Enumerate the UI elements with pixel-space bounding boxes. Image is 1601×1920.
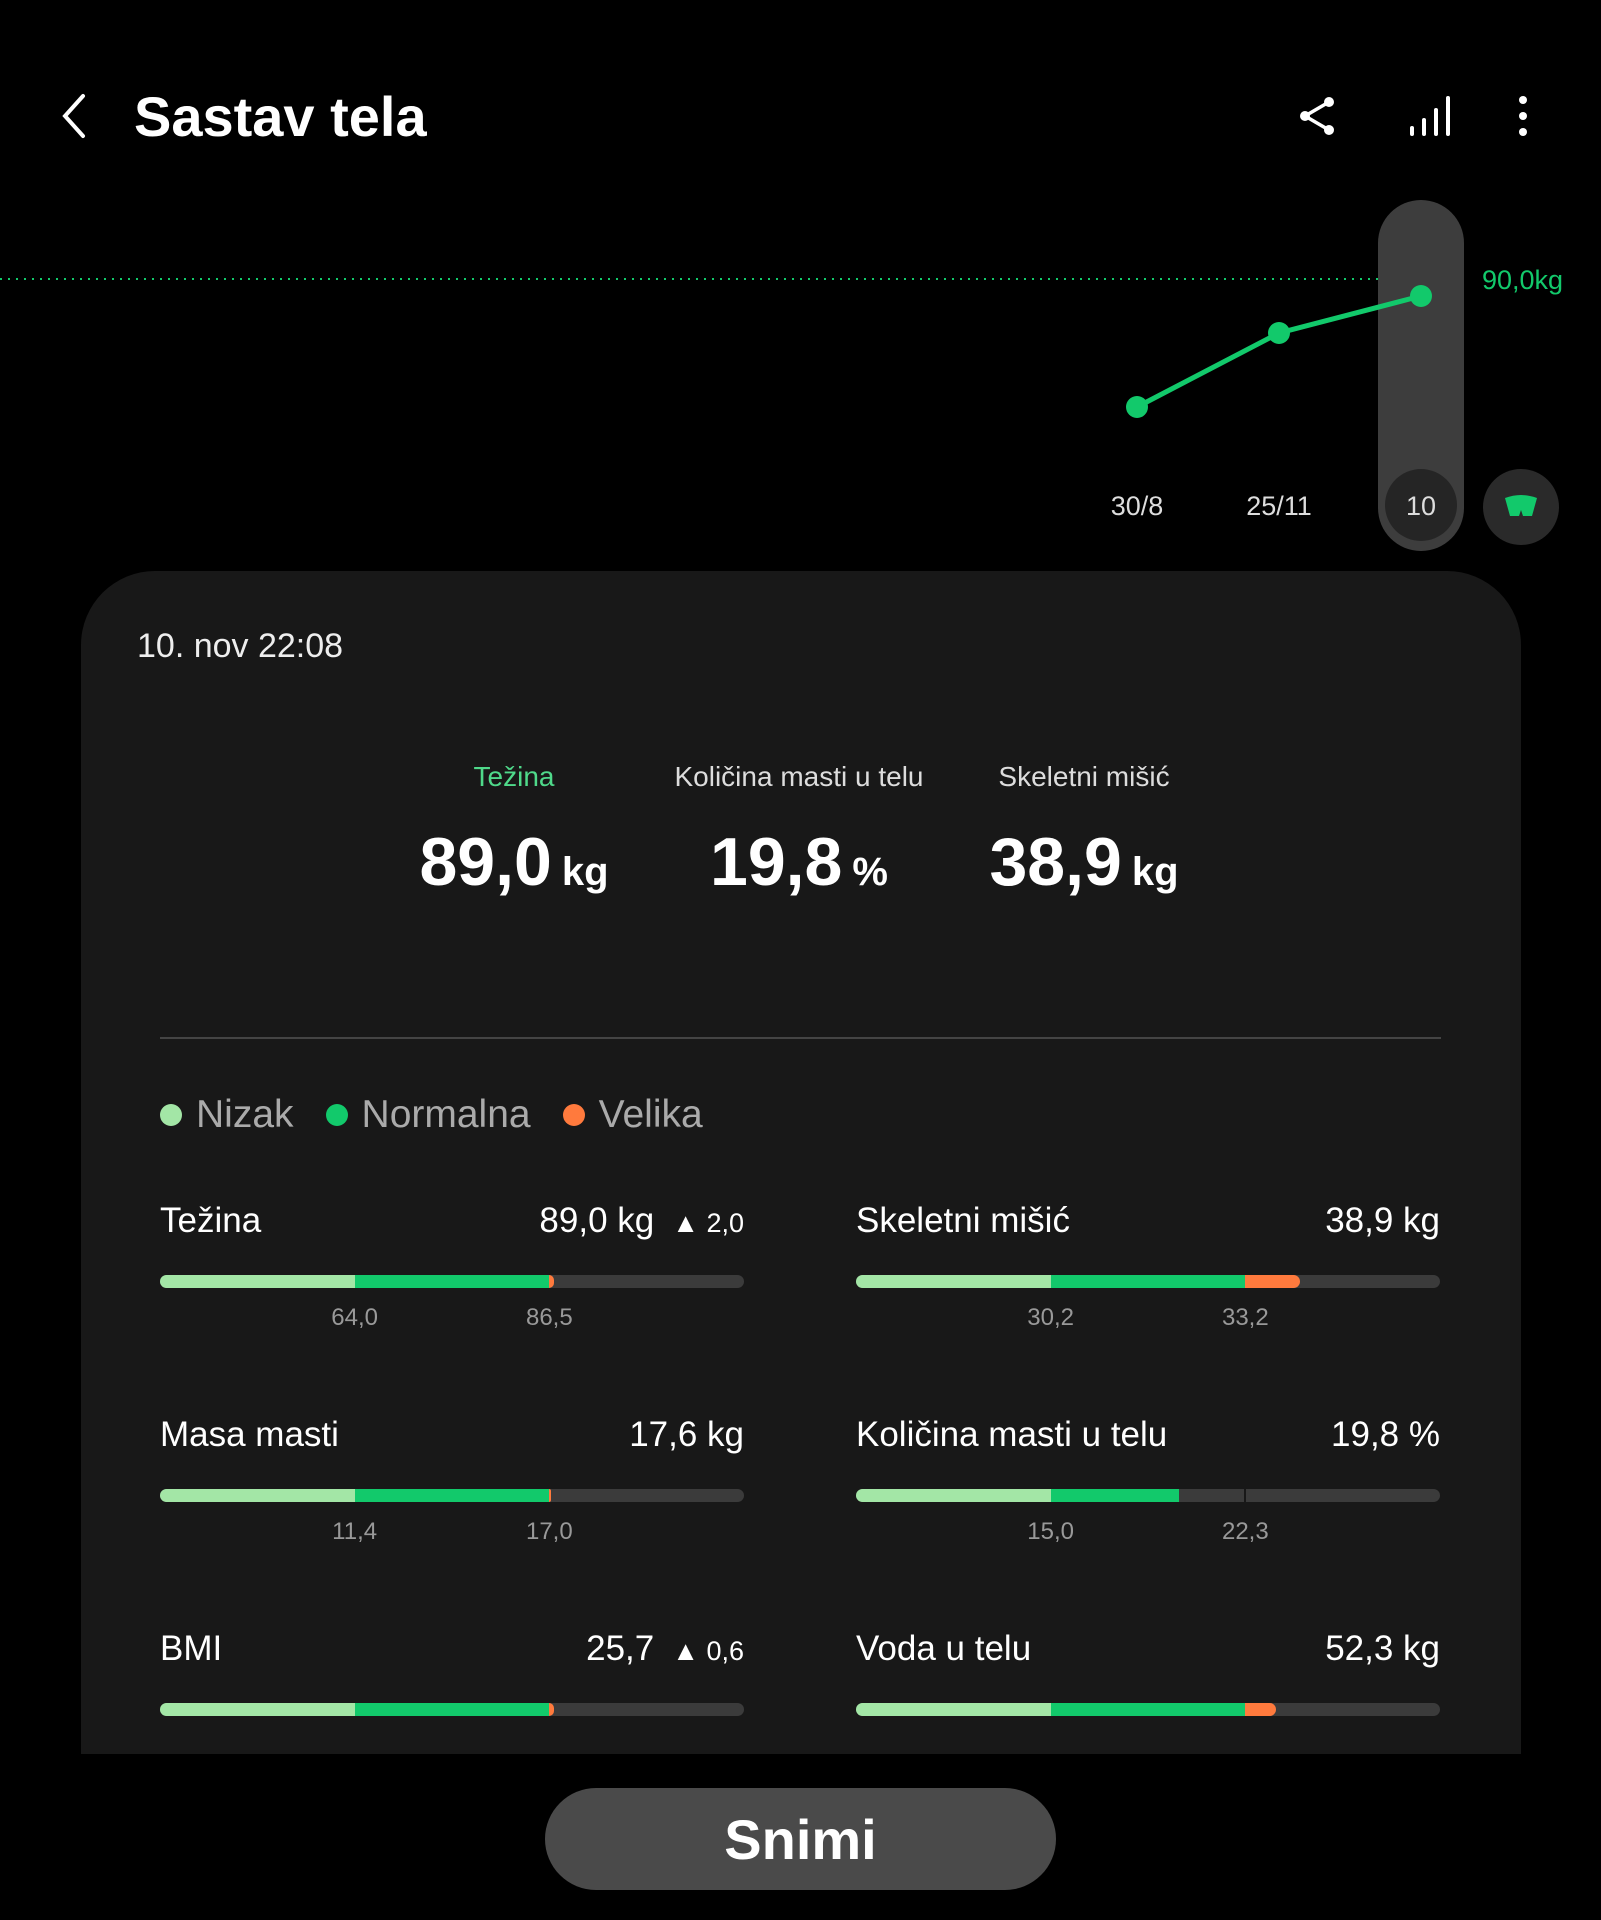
share-icon[interactable] — [1293, 92, 1341, 140]
legend-label: Normalna — [361, 1093, 531, 1136]
metric-value: 25,7 — [586, 1629, 655, 1668]
body-composition-card: 10. nov 22:08 Težina 89,0 kg Količina masti… — [81, 571, 1521, 1754]
x-tick-label[interactable]: 30/8 — [1111, 491, 1164, 521]
metric-delta: ▲ 0,6 — [672, 1636, 744, 1666]
summary-label: Težina — [473, 761, 555, 792]
legend-dot-icon — [325, 1104, 348, 1126]
metric-delta: ▲ 2,0 — [672, 1208, 744, 1238]
range-bar — [856, 1275, 1440, 1288]
back-arrow-icon[interactable] — [55, 90, 95, 142]
x-tick-label[interactable]: 10 — [1406, 491, 1436, 521]
metric-row[interactable]: BMI 25,7 ▲ 0,6 — [160, 1629, 744, 1754]
metric-row[interactable]: Količina masti u telu 19,8 % 15,0 22,3 — [856, 1415, 1440, 1558]
metric-row[interactable]: Skeletni mišić 38,9 kg 30,2 33,2 — [856, 1201, 1440, 1344]
data-point[interactable] — [1410, 285, 1432, 307]
summary-value: 38,9 — [989, 824, 1122, 900]
range-tick-low: 15,0 — [1027, 1518, 1074, 1545]
metric-value: 38,9 kg — [1325, 1201, 1440, 1240]
range-tick-low: 11,4 — [332, 1518, 378, 1545]
metric-row[interactable]: Masa masti 17,6 kg 11,4 17,0 — [160, 1415, 744, 1558]
metric-row[interactable]: Voda u telu 52,3 kg — [856, 1629, 1440, 1754]
legend-item: Normalna — [325, 1093, 531, 1137]
legend-item: Nizak — [160, 1093, 294, 1137]
legend-label: Velika — [598, 1093, 703, 1136]
summary-value: 19,8 — [710, 824, 843, 900]
range-tick-high: 33,2 — [1221, 1304, 1269, 1331]
metric-value: 19,8 % — [1331, 1415, 1440, 1454]
summary-unit: kg — [1131, 850, 1179, 894]
range-tick-low: 30,2 — [1027, 1304, 1074, 1331]
range-bar — [856, 1703, 1440, 1716]
divider — [160, 1037, 1441, 1039]
measurement-date: 10. nov 22:08 — [137, 627, 344, 665]
selected-pill — [1378, 200, 1464, 551]
metric-value: 17,6 kg — [629, 1415, 744, 1454]
summary-unit: kg — [561, 850, 609, 894]
range-tick-low: 64,0 — [331, 1304, 378, 1331]
weight-trend-chart: 90,0kg 30/8 25/11 10 — [0, 200, 1563, 551]
metric-name: Količina masti u telu — [856, 1415, 1168, 1454]
summary-unit: % — [852, 850, 888, 894]
selected-date-circle — [1385, 469, 1457, 541]
legend-item: Velika — [562, 1093, 703, 1137]
data-point[interactable] — [1126, 396, 1148, 418]
legend: Nizak Normalna Velika — [160, 1093, 703, 1137]
bar-chart-icon[interactable] — [1406, 92, 1454, 140]
summary-label: Skeletni mišić — [998, 761, 1170, 792]
range-bar — [856, 1489, 1440, 1502]
metric-name: Masa masti — [160, 1415, 339, 1454]
metric-name: Skeletni mišić — [856, 1201, 1070, 1240]
range-tick-high: 86,5 — [525, 1304, 573, 1331]
reference-label: 90,0kg — [1482, 265, 1563, 295]
summary-label: Količina masti u telu — [674, 761, 924, 792]
data-point[interactable] — [1268, 322, 1290, 344]
range-bar — [160, 1703, 744, 1716]
metric-name: BMI — [160, 1629, 223, 1668]
summary-item[interactable]: Skeletni mišić 38,9 kg — [934, 761, 1234, 901]
range-tick-high: 22,3 — [1221, 1518, 1269, 1545]
metric-value: 89,0 kg — [539, 1201, 655, 1240]
record-button[interactable]: Snimi — [545, 1788, 1056, 1890]
metric-name: Voda u telu — [856, 1629, 1032, 1668]
metric-value: 52,3 kg — [1325, 1629, 1440, 1668]
range-tick-high: 17,0 — [525, 1518, 573, 1545]
legend-dot-icon — [160, 1104, 182, 1126]
metric-row[interactable]: Težina 89,0 kg ▲ 2,0 64,0 86,5 — [160, 1201, 744, 1344]
metric-name: Težina — [160, 1201, 262, 1240]
summary-item[interactable]: Količina masti u telu 19,8% — [649, 761, 949, 901]
summary-value: 89,0 — [419, 824, 552, 900]
summary-item[interactable]: Težina 89,0 kg — [364, 761, 664, 901]
scale-icon — [1505, 495, 1537, 516]
more-vertical-icon[interactable] — [1499, 92, 1547, 140]
range-bar — [160, 1489, 744, 1502]
legend-dot-icon — [562, 1104, 585, 1126]
range-bar — [160, 1275, 744, 1288]
page-title: Sastav tela — [134, 85, 427, 148]
legend-label: Nizak — [196, 1093, 294, 1136]
x-tick-label[interactable]: 25/11 — [1246, 491, 1312, 521]
